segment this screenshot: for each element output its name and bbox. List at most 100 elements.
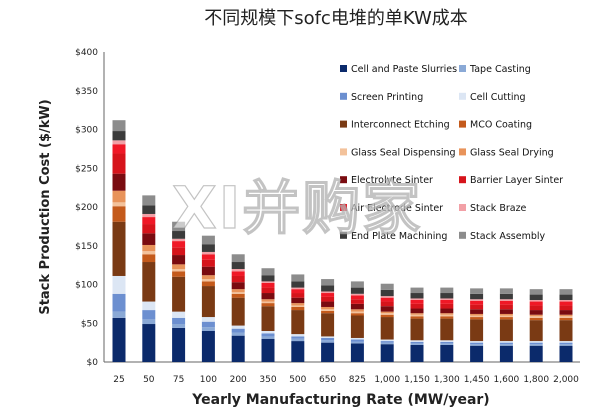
legend-label: Screen Printing [351,92,423,103]
bar-segment [529,345,543,362]
bar-segment [380,317,394,340]
bar-segment [380,341,394,343]
bar-segment [350,343,364,362]
legend-swatch [340,176,347,184]
legend-label: Air Electrode Sinter [351,203,443,214]
bar-segment [440,344,454,362]
bar-segment [291,338,305,342]
bar-segment [470,345,484,362]
legend-swatch [340,204,347,211]
legend-swatch [459,176,466,184]
bar-segment [380,313,394,315]
bar-segment [410,318,424,341]
x-axis-label: Yearly Manufacturing Rate (MW/year) [191,392,489,408]
bar-segment [499,299,513,301]
bar-segment [499,304,513,310]
bar-segment [172,255,186,265]
bar-segment [291,274,305,282]
bar-segment [231,292,245,294]
bar-segment [201,331,215,362]
bar-segment [559,305,573,311]
bar-segment [172,317,186,325]
bar-segment [470,309,484,314]
y-tick-label: $400 [75,48,98,58]
bar-segment [261,299,275,302]
bar-segment [559,317,573,321]
bar-segment [172,269,186,272]
bar-segment [380,339,394,342]
bar-segment [172,276,186,312]
bar-segment [231,289,245,293]
bar-segment [142,205,156,214]
x-tick-labels: 25 50 75 100 200 350 500 650 825 1,000 1,150 1,300 1… [113,375,579,385]
bar-segment [261,331,275,334]
bar-segment [559,301,573,306]
bar-segment [529,341,543,343]
bar-segment [380,301,394,307]
bar-segment [142,254,156,263]
bar-segment [440,308,454,314]
bar-segment [201,275,215,280]
bar-segment [529,314,543,317]
legend-label: Glass Seal Dispensing [351,147,456,158]
bar-segment [380,289,394,297]
x-tick-label: 100 [200,375,217,385]
bar-segment [529,289,543,295]
bar-segment [410,298,424,300]
bar-segment [470,299,484,301]
bar-segment [172,241,186,248]
bar-segment [201,254,215,260]
bar-segment [112,221,126,276]
bar-segment [470,315,484,318]
bar-segment [321,340,335,343]
bar-segment [410,300,424,304]
legend-swatch [459,231,466,239]
legend-label: Interconnect Etching [351,120,450,131]
bar-segment [201,317,215,322]
bar-segment [440,313,454,315]
bar-segment [350,303,364,310]
bar-segment [201,327,215,331]
bar-segment [350,295,364,300]
bar-segment [142,217,156,225]
bar-segment [350,315,364,338]
bar-segment [410,340,424,342]
bar-segment [499,288,513,294]
bar-segment [559,294,573,300]
bar-segment [172,324,186,328]
bar-segment [380,344,394,362]
x-tick-label: 350 [259,375,276,385]
legend-label: Tape Casting [469,64,531,75]
bar-segment [231,254,245,263]
bar-segment [231,271,245,276]
bar-segment [291,341,305,362]
bar-segment [112,144,126,154]
bar-segment [172,221,186,232]
bar-segment [321,291,335,294]
bar-segment [261,275,275,282]
legend-label: Electrolyte Sinter [351,175,433,186]
bar-segment [231,262,245,269]
bar-segment [470,317,484,320]
bar-segment [291,336,305,339]
bar-segment [440,340,454,342]
y-tick-label: $150 [75,242,98,252]
legend-swatch [340,120,347,128]
bar-segment [112,120,126,132]
bar-segment [410,344,424,362]
y-tick-label: $300 [75,126,98,136]
bar-segment [321,342,335,362]
bar-segment [142,233,156,245]
bar-segment [529,305,543,311]
bar-segment [380,296,394,298]
bar-segment [440,300,454,304]
bar-segment [410,341,424,344]
legend-swatch [340,92,347,100]
bar-segment [321,309,335,311]
legend-label: Stack Braze [470,203,527,214]
bar-segment [261,338,275,362]
bar-segment [380,342,394,345]
bar-segment [231,335,245,362]
bar-segment [112,206,126,222]
bar-segment [350,311,364,314]
